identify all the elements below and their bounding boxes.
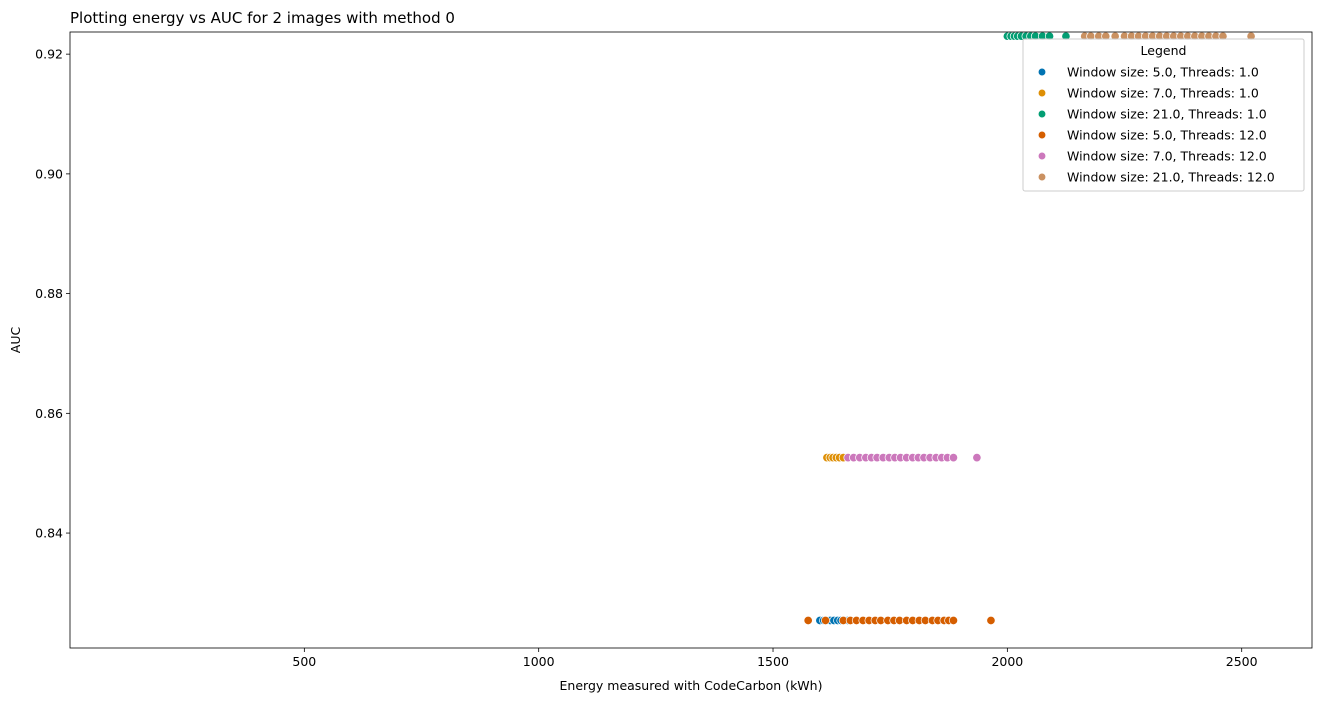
legend-entry-label: Window size: 5.0, Threads: 1.0 bbox=[1067, 65, 1259, 80]
data-point bbox=[948, 453, 959, 463]
legend-marker bbox=[1037, 67, 1047, 77]
x-tick-label: 1000 bbox=[523, 654, 555, 669]
legend-entry-label: Window size: 7.0, Threads: 1.0 bbox=[1067, 86, 1259, 101]
legend-items: Window size: 5.0, Threads: 1.0 Window siz… bbox=[1037, 65, 1275, 185]
legend-marker bbox=[1037, 172, 1047, 182]
data-point bbox=[803, 615, 813, 626]
legend-marker bbox=[1037, 130, 1047, 140]
legend-marker bbox=[1037, 88, 1047, 98]
legend-box bbox=[1022, 38, 1305, 192]
data-point bbox=[948, 615, 959, 626]
y-tick-label: 0.86 bbox=[35, 406, 63, 421]
plot-frame bbox=[69, 31, 1313, 649]
legend-entry-label: Window size: 21.0, Threads: 12.0 bbox=[1067, 170, 1275, 185]
y-tick-label: 0.90 bbox=[35, 166, 63, 181]
chart-title: Plotting energy vs AUC for 2 images with… bbox=[70, 9, 455, 27]
legend: Legend Window size: 5.0, Threads: 1.0Win… bbox=[1022, 38, 1305, 192]
x-axis-label: Energy measured with CodeCarbon (kWh) bbox=[560, 678, 823, 693]
legend-marker bbox=[1037, 109, 1047, 119]
x-tick-label: 1500 bbox=[757, 654, 789, 669]
x-tick-label: 500 bbox=[292, 654, 316, 669]
y-tick-label: 0.84 bbox=[35, 526, 63, 541]
x-axis: 500 1000 1500 2000 2500 bbox=[292, 648, 1258, 669]
legend-title: Legend bbox=[1141, 43, 1187, 58]
x-tick-label: 2500 bbox=[1226, 654, 1258, 669]
y-tick-label: 0.92 bbox=[35, 47, 63, 62]
y-axis-label: AUC bbox=[8, 327, 23, 354]
legend-entry-label: Window size: 7.0, Threads: 12.0 bbox=[1067, 149, 1267, 164]
data-point bbox=[820, 615, 831, 626]
y-tick-label: 0.88 bbox=[35, 286, 63, 301]
legend-entry-label: Window size: 21.0, Threads: 1.0 bbox=[1067, 107, 1267, 122]
legend-marker bbox=[1037, 151, 1047, 161]
x-tick-label: 2000 bbox=[991, 654, 1023, 669]
data-point bbox=[986, 615, 996, 626]
data-point bbox=[972, 453, 982, 463]
y-axis: 0.84 0.86 0.88 0.90 0.92 bbox=[35, 47, 70, 541]
points-layer bbox=[803, 32, 1256, 626]
legend-entry-label: Window size: 5.0, Threads: 12.0 bbox=[1067, 128, 1267, 143]
